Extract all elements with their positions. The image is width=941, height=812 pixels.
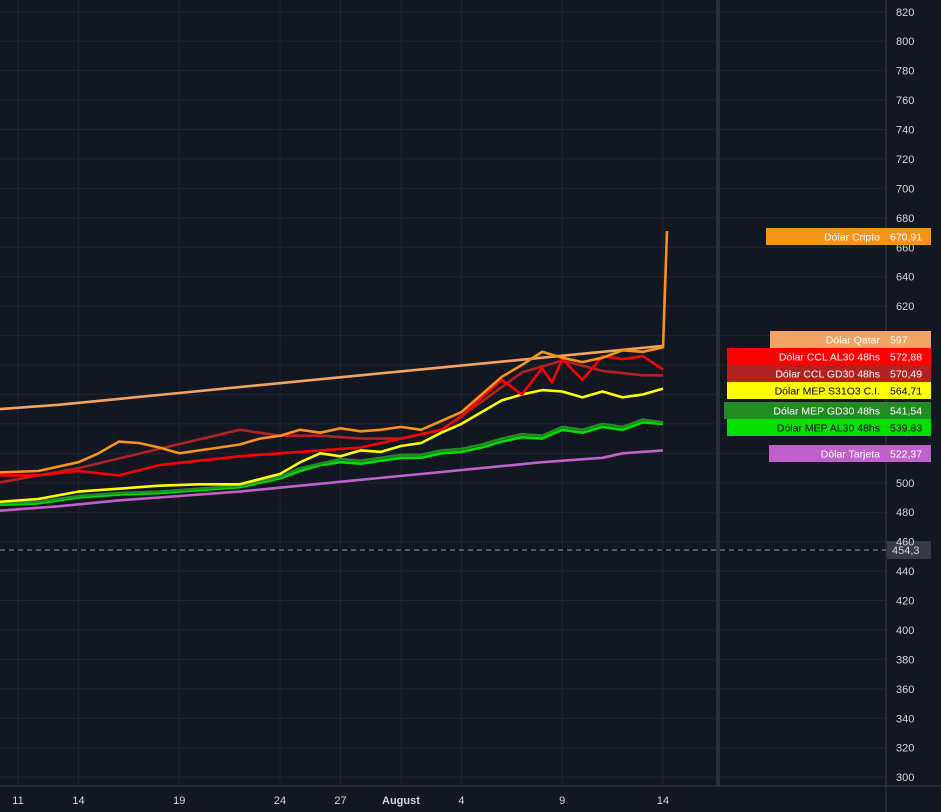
x-tick-label: 19	[173, 795, 185, 807]
y-tick-label: 780	[896, 66, 914, 78]
series-tag: Dólar MEP AL30 48hs 539,83	[727, 419, 931, 436]
y-tick-label: 400	[896, 625, 914, 637]
series-lines	[0, 231, 669, 512]
y-tick-label: 460	[896, 537, 914, 549]
y-tick-label: 640	[896, 272, 914, 284]
crosshair-price-tag	[887, 541, 931, 560]
y-tick-label: 380	[896, 654, 914, 666]
series-tag-bg	[766, 228, 931, 245]
y-tick-label: 720	[896, 154, 914, 166]
series-tag: Dólar Cripto 670,91	[766, 228, 931, 245]
x-tick-label: 4	[458, 795, 464, 807]
series-tag-value: 670,91	[890, 232, 922, 244]
series-tag-bg	[727, 419, 931, 436]
series-tag-bg	[769, 445, 931, 462]
series-tag-value: 539,83	[890, 423, 922, 435]
x-tick-label: 11	[12, 795, 23, 807]
series-tag-name: Dólar Tarjeta	[821, 449, 880, 461]
series-tag-bg	[727, 348, 931, 365]
series-line	[0, 418, 664, 505]
y-tick-label: 620	[896, 301, 914, 313]
y-tick-label: 820	[896, 7, 914, 19]
series-tag-bg	[727, 365, 931, 382]
series-tag-bg	[727, 382, 931, 399]
y-tick-label: 420	[896, 596, 914, 608]
x-tick-label: 9	[559, 795, 565, 807]
x-axis[interactable]: 11 14 19 24 27 August 4 9 14	[12, 795, 669, 807]
series-tag-value: 597	[890, 335, 908, 347]
y-tick-label: 480	[896, 507, 914, 519]
series-tag-name: Dólar CCL GD30 48hs	[775, 369, 880, 381]
x-tick-label: 27	[334, 795, 346, 807]
series-tag-name: Dólar MEP S31O3 C.I.	[775, 386, 880, 398]
series-tag-name: Dólar MEP GD30 48hs	[773, 406, 880, 418]
y-tick-label: 740	[896, 125, 914, 137]
session-separator	[716, 0, 720, 786]
series-tag-name: Dólar Cripto	[824, 232, 880, 244]
y-tick-label: 660	[896, 242, 914, 254]
x-tick-label: 14	[72, 795, 84, 807]
series-tag: Dólar CCL GD30 48hs 570,49	[727, 365, 931, 382]
crosshair: 454,3	[0, 541, 931, 560]
series-tag-value: 572,88	[890, 352, 922, 364]
series-line	[0, 344, 664, 411]
series-tag-value: 564,71	[890, 386, 922, 398]
x-tick-label: 14	[657, 795, 669, 807]
series-tag: Dólar Tarjeta 522,37	[769, 445, 931, 462]
series-tag: Dólar MEP S31O3 C.I. 564,71	[727, 382, 931, 399]
series-tag-name: Dólar Qatar	[826, 335, 881, 347]
series-line	[0, 231, 669, 474]
series-tag-value: 541,54	[890, 406, 922, 418]
series-line	[0, 421, 664, 507]
y-tick-label: 760	[896, 95, 914, 107]
y-tick-label: 440	[896, 566, 914, 578]
series-line	[0, 449, 664, 512]
series-tag-name: Dólar CCL AL30 48hs	[779, 352, 880, 364]
x-tick-label: 24	[274, 795, 286, 807]
y-tick-label: 700	[896, 183, 914, 195]
y-tick-label: 680	[896, 213, 914, 225]
y-tick-label: 360	[896, 684, 914, 696]
series-tag-value: 570,49	[890, 369, 922, 381]
series-tag: Dólar MEP GD30 48hs 541,54	[724, 402, 931, 419]
series-tag: Dólar Qatar 597	[770, 331, 931, 348]
series-line	[0, 354, 664, 477]
series-tag-name: Dólar MEP AL30 48hs	[777, 423, 880, 435]
series-tag-value: 522,37	[890, 449, 922, 461]
y-tick-label: 320	[896, 743, 914, 755]
series-line	[0, 387, 664, 504]
x-tick-label: August	[382, 795, 420, 807]
y-tick-label: 340	[896, 713, 914, 725]
y-tick-label: 500	[896, 478, 914, 490]
y-tick-label: 300	[896, 772, 914, 784]
crosshair-price-label: 454,3	[892, 545, 920, 557]
series-tag: Dólar CCL AL30 48hs 572,88	[727, 348, 931, 365]
y-tick-label: 800	[896, 36, 914, 48]
series-tag-bg	[770, 331, 931, 348]
series-tag-bg	[724, 402, 931, 419]
